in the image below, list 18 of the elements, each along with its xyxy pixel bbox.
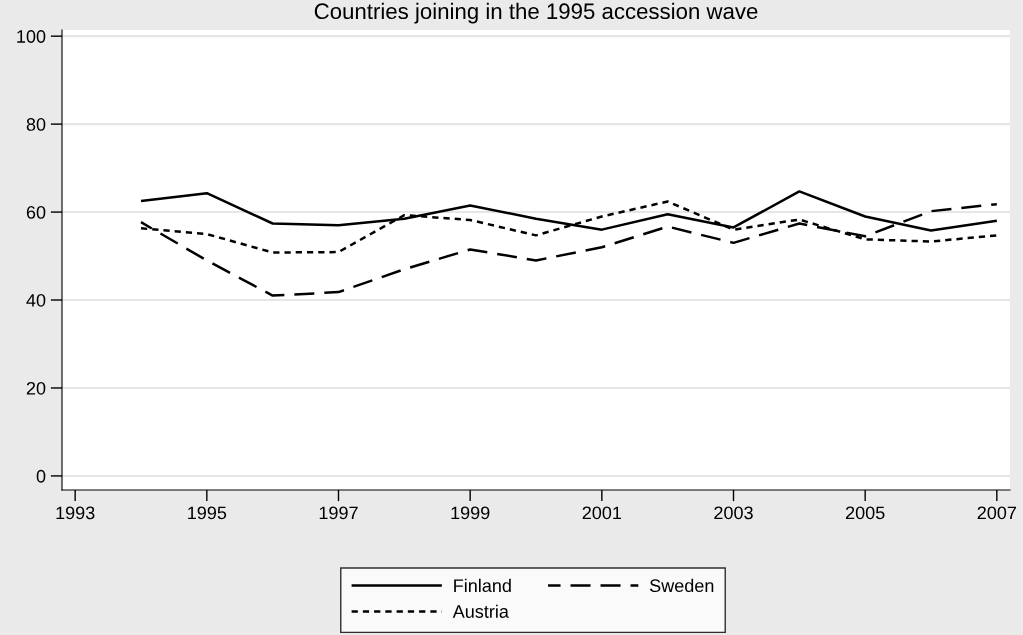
legend-label: Austria [452,604,509,618]
legend-label: Sweden [649,578,714,593]
x-tick-label: 1997 [319,506,358,520]
y-tick-label: 100 [17,30,46,43]
y-tick-label: 20 [26,381,46,395]
x-tick-label: 2005 [845,506,885,520]
x-tick-label: 2007 [977,506,1017,520]
y-tick-label: 60 [26,206,46,219]
y-tick-label: 40 [26,293,46,307]
x-tick-label: 1993 [56,506,95,520]
x-tick-label: 1995 [188,506,227,520]
y-tick-label: 80 [26,118,46,131]
y-tick-label: 0 [36,469,46,483]
x-tick-label: 2003 [714,506,753,520]
chart-title: Countries joining in the 1995 accession wave [314,2,758,24]
x-tick-label: 2001 [582,506,622,520]
x-tick-label: 1999 [451,506,490,520]
legend-label: Finland [454,578,511,593]
